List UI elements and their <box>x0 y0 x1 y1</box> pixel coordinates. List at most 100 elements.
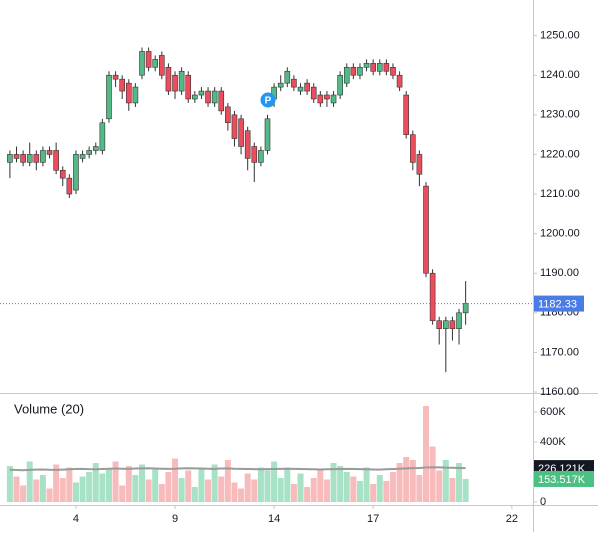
candle-body <box>92 146 99 151</box>
volume-bar <box>139 464 146 502</box>
candle-body <box>79 154 86 159</box>
candle-body <box>211 90 218 104</box>
volume-bar <box>297 473 304 502</box>
volume-bar <box>66 467 73 502</box>
x-tick-label: 17 <box>367 513 379 525</box>
volume-bar <box>72 482 79 502</box>
x-tick-label: 9 <box>172 513 178 525</box>
candle-body <box>357 67 363 76</box>
candle-body <box>409 134 416 163</box>
y-tick-label: 1220.00 <box>540 148 580 160</box>
candle-body <box>297 86 304 92</box>
volume-bar <box>238 488 245 502</box>
volume-bar <box>6 466 13 502</box>
candle-body <box>33 154 40 163</box>
candle-body <box>376 63 383 72</box>
candle-body <box>449 320 456 329</box>
candle-body <box>125 82 132 104</box>
volume-bar <box>132 475 139 502</box>
candle-body <box>145 51 152 68</box>
volume-bar <box>389 472 396 502</box>
candle-body <box>429 272 436 322</box>
volume-bar <box>13 476 20 502</box>
volume-bar <box>178 478 185 502</box>
volume-bar <box>46 488 53 502</box>
volume-bar <box>53 464 60 502</box>
candle-body <box>396 74 403 88</box>
candle-body <box>337 74 343 96</box>
volume-bar <box>376 475 383 502</box>
candle-body <box>119 78 125 92</box>
volume-bar <box>323 479 330 502</box>
candle-body <box>218 90 225 112</box>
candle-body <box>244 130 251 159</box>
y-tick-label: 1200.00 <box>540 228 580 240</box>
volume-bar <box>211 464 218 502</box>
volume-bar <box>152 467 159 502</box>
candle-body <box>112 74 119 80</box>
candle-body <box>73 154 79 191</box>
candle-body <box>277 82 284 88</box>
y-tick-label: 1190.00 <box>540 267 579 279</box>
candle-body <box>185 74 192 100</box>
candle-body <box>310 86 317 100</box>
volume-bar <box>383 481 390 502</box>
candle-body <box>258 150 264 163</box>
volume-bar <box>251 479 258 502</box>
candle-body <box>59 169 66 179</box>
volume-bar <box>449 478 456 502</box>
candle-body <box>139 51 145 76</box>
volume-bar <box>370 484 377 502</box>
volume-bar <box>125 466 132 502</box>
volume-bar <box>356 481 363 502</box>
svg-text:P: P <box>265 96 272 107</box>
candle-body <box>324 94 330 100</box>
volume-bar <box>92 463 99 502</box>
volume-bar <box>39 475 46 502</box>
volume-bar <box>271 461 278 502</box>
candle-body <box>462 303 469 314</box>
y-tick-label: 1240.00 <box>540 69 580 81</box>
y-tick-label: 400K <box>540 436 566 448</box>
volume-bar <box>436 470 443 502</box>
volume-bar <box>158 484 165 502</box>
volume-bar <box>185 470 192 502</box>
candle-body <box>99 122 106 151</box>
candle-body <box>152 59 159 68</box>
candle-body <box>330 94 337 104</box>
candle-body <box>304 82 310 92</box>
volume-bar <box>429 446 436 502</box>
candle-body <box>13 154 20 159</box>
volume-bar <box>403 457 410 502</box>
candle-body <box>416 154 423 175</box>
volume-bar <box>456 463 463 502</box>
volume-bar <box>191 487 198 502</box>
plot: 1160.001170.001180.001190.001200.001210.… <box>0 30 594 525</box>
volume-bar <box>330 463 337 502</box>
volume-bar <box>33 479 40 502</box>
y-tick-label: 1250.00 <box>540 30 580 42</box>
y-tick-label: 1160.00 <box>540 386 579 398</box>
candle-body <box>86 150 92 155</box>
volume-value-label: 153.517K <box>538 474 586 486</box>
volume-bar <box>205 479 212 502</box>
volume-bar <box>423 406 430 502</box>
candle-body <box>363 63 370 68</box>
x-tick-label: 4 <box>73 513 79 525</box>
y-tick-label: 600K <box>540 406 566 418</box>
volume-bar <box>337 466 344 502</box>
volume-bar <box>396 463 403 502</box>
candle-body <box>165 67 172 92</box>
candle-body <box>192 94 198 100</box>
y-tick-label: 1210.00 <box>540 188 580 200</box>
volume-bar <box>59 478 66 502</box>
volume-bar <box>310 478 317 502</box>
volume-bar <box>79 476 86 502</box>
candle-body <box>370 63 376 72</box>
candle-body <box>46 150 53 155</box>
candle-body <box>251 146 258 163</box>
volume-bar <box>416 475 423 502</box>
candle-body <box>53 150 59 171</box>
x-tick-label: 14 <box>268 513 280 525</box>
